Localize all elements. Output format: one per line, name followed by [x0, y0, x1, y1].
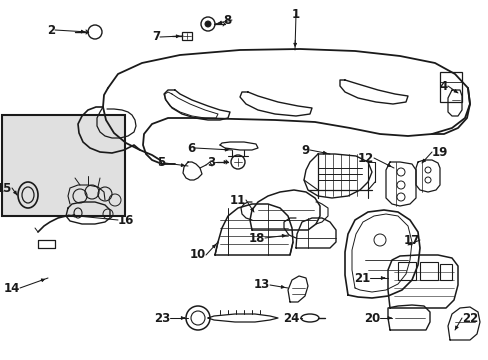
Text: 14: 14: [3, 282, 20, 294]
Text: 8: 8: [224, 13, 231, 27]
Text: 5: 5: [157, 157, 164, 170]
Bar: [2, 115, 124, 216]
Text: 20: 20: [363, 311, 379, 324]
Text: 15: 15: [0, 181, 12, 194]
Bar: [397, 262, 415, 280]
Text: 21: 21: [353, 271, 369, 284]
Text: 9: 9: [301, 144, 309, 157]
Text: 24: 24: [283, 311, 299, 324]
Text: 13: 13: [253, 279, 269, 292]
Text: 3: 3: [206, 156, 215, 168]
Text: 17: 17: [403, 234, 419, 247]
Bar: [419, 262, 437, 280]
Text: 6: 6: [186, 141, 195, 154]
Text: 7: 7: [152, 31, 160, 44]
Bar: [182, 32, 192, 40]
Text: 12: 12: [357, 152, 373, 165]
Text: 18: 18: [248, 231, 264, 244]
Text: 22: 22: [461, 311, 477, 324]
Bar: [439, 264, 451, 280]
Text: 19: 19: [431, 145, 447, 158]
Text: 23: 23: [153, 311, 170, 324]
Text: 1: 1: [291, 8, 300, 21]
Text: 4: 4: [439, 80, 447, 93]
Text: 2: 2: [47, 23, 55, 36]
Text: 16: 16: [118, 213, 134, 226]
Circle shape: [204, 21, 210, 27]
Text: 10: 10: [189, 248, 205, 261]
Bar: [439, 72, 461, 102]
Text: 11: 11: [229, 194, 245, 207]
